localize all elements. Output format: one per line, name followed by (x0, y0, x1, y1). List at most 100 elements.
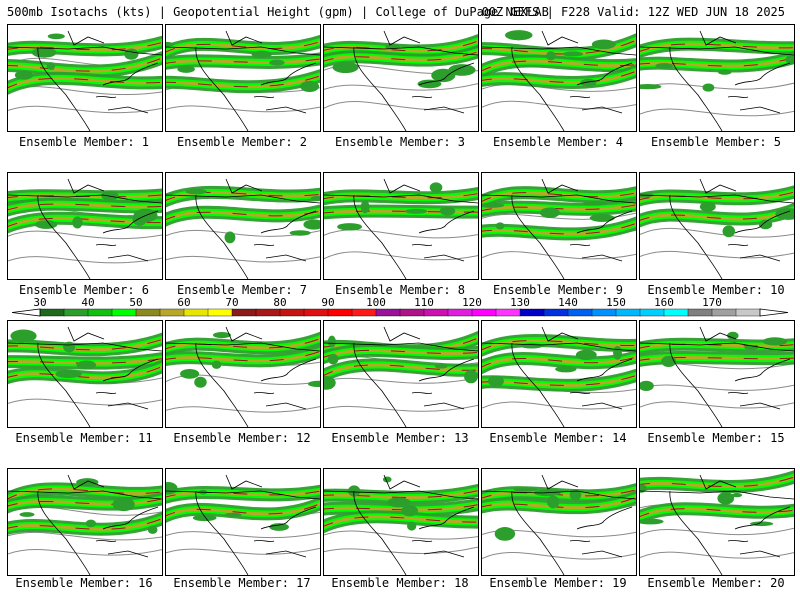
member-caption: Ensemble Member: 8 (334, 283, 466, 297)
colorbar-swatch (735, 308, 761, 317)
colorbar-swatch (207, 308, 233, 317)
member-caption: Ensemble Member: 6 (18, 283, 150, 297)
coastlines (324, 178, 478, 279)
colorbar-swatch (591, 308, 617, 317)
height-contours (640, 362, 794, 409)
isotach-shading (324, 330, 478, 390)
coastlines (640, 178, 794, 279)
isotach-shading (640, 331, 794, 392)
colorbar-label: 80 (273, 296, 286, 309)
isotach-shading (640, 37, 794, 92)
isotach-shading (8, 329, 162, 385)
member-map-panel (7, 172, 163, 280)
isotach-shading (324, 33, 478, 89)
member-map-panel (323, 468, 479, 576)
isotach-map (166, 178, 320, 279)
coastlines (8, 178, 162, 279)
colorbar-swatch (111, 308, 137, 317)
isotach-shading (640, 185, 794, 238)
member-map-panel (165, 468, 321, 576)
colorbar-swatch (567, 308, 593, 317)
colorbar-label: 100 (366, 296, 386, 309)
isotach-color-scale: 30 40 50 60 70 80 90 100 110 120 130 140 150 160 170 (11, 296, 789, 317)
chart-title: 500mb Isotachs (kts) | Geopotential Heig… (7, 5, 549, 19)
member-caption: Ensemble Member: 19 (489, 576, 627, 590)
member-caption: Ensemble Member: 14 (489, 431, 627, 445)
member-caption: Ensemble Member: 4 (492, 135, 624, 149)
coastlines (324, 30, 478, 131)
colorbar-swatch (543, 308, 569, 317)
isotach-shading (324, 182, 478, 231)
isotach-map (324, 474, 478, 575)
member-map-panel (7, 24, 163, 132)
member-map-panel (165, 320, 321, 428)
member-map-panel (165, 24, 321, 132)
member-map-panel (323, 320, 479, 428)
isotach-map (640, 178, 794, 279)
colorbar-swatch (375, 308, 401, 317)
colorbar-swatch (159, 308, 185, 317)
member-map-panel (639, 24, 795, 132)
member-map-panel (639, 468, 795, 576)
isotach-map (8, 326, 162, 427)
isotach-map (8, 474, 162, 575)
colorbar-swatch (87, 308, 113, 317)
colorbar-swatch (447, 308, 473, 317)
colorbar-swatch (351, 308, 377, 317)
colorbar-label: 140 (558, 296, 578, 309)
coastlines (324, 326, 478, 427)
isotach-shading (8, 188, 162, 234)
member-caption: Ensemble Member: 15 (647, 431, 785, 445)
coastlines (8, 30, 162, 131)
colorbar-swatch (327, 308, 353, 317)
isotach-shading (482, 334, 636, 392)
colorbar-swatch (279, 308, 305, 317)
colorbar-swatch (687, 308, 713, 317)
isotach-map (324, 30, 478, 131)
colorbar-label: 60 (177, 296, 190, 309)
isotach-map (640, 326, 794, 427)
colorbar-swatch (39, 308, 65, 317)
isotach-shading (482, 186, 636, 241)
member-map-panel (481, 468, 637, 576)
colorbar-swatch (663, 308, 689, 317)
coastlines (324, 474, 478, 575)
isotach-map (482, 30, 636, 131)
colorbar-label: 150 (606, 296, 626, 309)
member-map-panel (7, 468, 163, 576)
colorbar-swatch (231, 308, 257, 317)
isotach-shading (324, 476, 478, 534)
colorbar-label: 130 (510, 296, 530, 309)
isotach-map (166, 30, 320, 131)
member-map-panel (323, 172, 479, 280)
colorbar-swatch (135, 308, 161, 317)
member-map-panel (165, 172, 321, 280)
isotach-shading (8, 478, 162, 536)
isotach-shading (166, 185, 320, 244)
isotach-shading (482, 483, 636, 541)
member-caption: Ensemble Member: 12 (173, 431, 311, 445)
isotach-shading (482, 30, 636, 89)
member-caption: Ensemble Member: 18 (331, 576, 469, 590)
colorbar-swatch (183, 308, 209, 317)
member-map-panel (481, 24, 637, 132)
colorbar-label: 30 (33, 296, 46, 309)
colorbar-swatch (63, 308, 89, 317)
member-caption: Ensemble Member: 7 (176, 283, 308, 297)
member-caption: Ensemble Member: 10 (647, 283, 785, 297)
colorbar-label: 50 (129, 296, 142, 309)
isotach-map (324, 326, 478, 427)
isotach-shading (166, 331, 320, 388)
run-valid-time: 00Z GEFS | F228 Valid: 12Z WED JUN 18 20… (481, 5, 785, 19)
coastlines (482, 30, 636, 131)
isotach-map (8, 30, 162, 131)
coastlines (166, 474, 320, 575)
coastlines (166, 30, 320, 131)
member-map-panel (481, 320, 637, 428)
isotach-map (640, 30, 794, 131)
member-caption: Ensemble Member: 11 (15, 431, 153, 445)
colorbar-swatch (471, 308, 497, 317)
member-caption: Ensemble Member: 20 (647, 576, 785, 590)
member-caption: Ensemble Member: 5 (650, 135, 782, 149)
isotach-map (640, 470, 794, 575)
